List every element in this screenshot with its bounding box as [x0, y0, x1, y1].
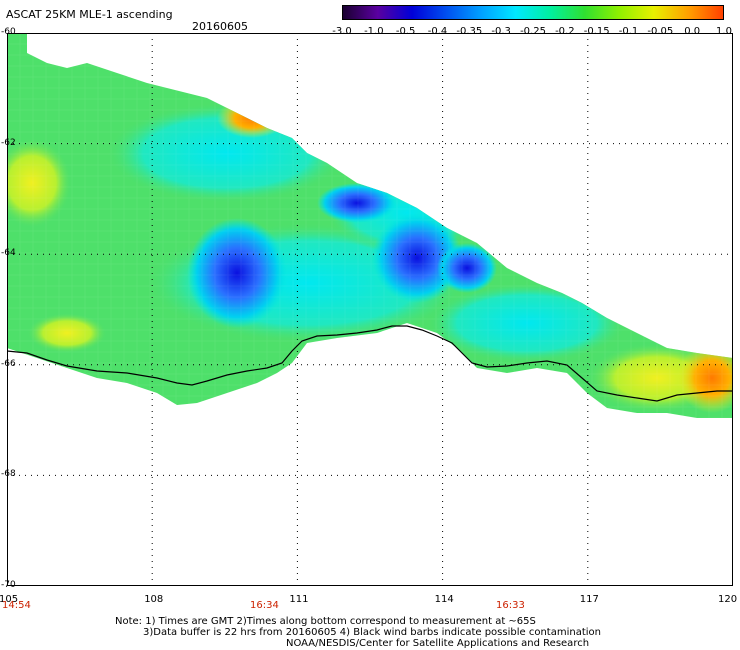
colorbar-tick-label: 1.0: [716, 26, 732, 37]
map-title: ASCAT 25KM MLE-1 ascending: [6, 8, 173, 21]
colorbar-tick-label: -0.05: [647, 26, 674, 37]
colorbar-tick-label: -3.0: [332, 26, 352, 37]
colorbar-tick-label: -0.15: [583, 26, 610, 37]
x-tick-label: 111: [289, 594, 309, 605]
x-tick-label: 105: [0, 594, 19, 605]
colorbar-tick-label: -0.1: [618, 26, 639, 37]
x-tick-label: 114: [434, 594, 454, 605]
colorbar-tick-label: -0.35: [456, 26, 483, 37]
y-tick-label: -70: [1, 580, 16, 590]
x-tick-label: 108: [144, 594, 164, 605]
note-line-2: 3)Data buffer is 22 hrs from 20160605 4)…: [143, 627, 601, 638]
coastline: [7, 325, 733, 402]
colorbar-tick-label: -0.3: [491, 26, 511, 37]
wind-swath: [7, 33, 733, 418]
y-tick-label: -60: [1, 27, 16, 37]
time-label-middle: 16:34: [250, 600, 279, 611]
colorbar-tick-label: -0.4: [427, 26, 448, 37]
x-tick-label: 120: [718, 594, 738, 605]
y-tick-label: -68: [1, 469, 16, 480]
y-tick-label: -64: [1, 248, 16, 259]
colorbar-tick-label: -0.2: [555, 26, 575, 37]
colorbar-tick-label: -0.25: [520, 26, 546, 37]
colorbar-tick-label: -1.0: [364, 26, 384, 37]
plot-frame: [7, 33, 733, 586]
lat-lon-grid: [7, 33, 733, 586]
time-label-left: 14:54: [2, 600, 31, 611]
colorbar: [342, 5, 724, 20]
map-date: 20160605: [192, 20, 248, 33]
note-line-1: Note: 1) Times are GMT 2)Times along bot…: [115, 616, 536, 627]
time-label-right: 16:33: [496, 600, 525, 611]
colorbar-tick-label: 0.0: [684, 26, 701, 37]
x-tick-label: 117: [579, 594, 599, 605]
wind-map: [7, 33, 733, 586]
y-tick-label: -66: [1, 358, 16, 369]
y-tick-label: -62: [1, 137, 16, 148]
note-line-3: NOAA/NESDIS/Center for Satellite Applica…: [286, 638, 590, 649]
colorbar-tick-label: -0.5: [395, 26, 416, 37]
